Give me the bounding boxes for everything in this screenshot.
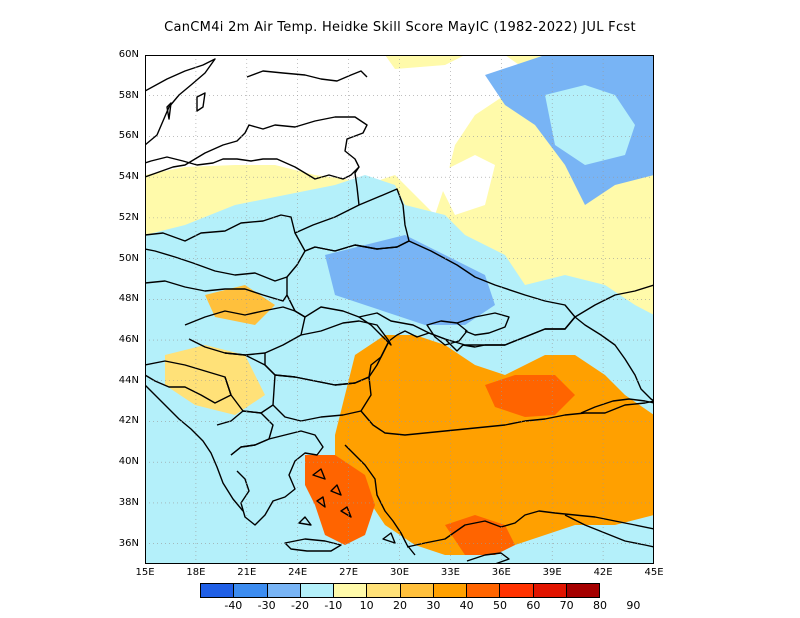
crimea [426,320,468,346]
rhodes [382,532,396,544]
lon-label: 15E [135,567,155,578]
colorbar-label: 50 [493,599,507,612]
colorbar-label: -30 [257,599,276,612]
colorbar-label: 80 [593,599,607,612]
colorbar-swatch [267,584,301,597]
cyprus [466,552,510,564]
colorbar-label: 30 [426,599,441,612]
colorbar-label: 90 [626,599,641,612]
lat-label: 42N [118,415,139,427]
russia-lithuania-border [354,166,360,206]
colorbar-swatch [400,584,434,597]
lon-label: 33E [440,567,460,578]
skill-score-shading [145,55,654,564]
white-patch-northeast [435,155,495,215]
colorbar-label: 60 [526,599,541,612]
skill-40-north-east [545,85,635,165]
skill-40-west-patch [205,285,275,325]
colorbar-label: 20 [393,599,407,612]
caspian-russia-border [574,284,654,318]
lon-label: 18E [186,567,206,578]
lat-label: 36N [118,537,139,549]
czech-slovakia-border [145,280,288,302]
colorbar-label: -40 [224,599,243,612]
lat-label: 50N [118,252,139,264]
lat-label: 38N [118,496,139,508]
lat-lon-gridlines [145,55,654,564]
aegean-islands [298,468,352,526]
colorbar-swatch [566,584,599,597]
crete [284,538,342,552]
coastlines-borders [145,58,654,564]
skill-30-ukraine [325,235,495,325]
lon-label: 42E [593,567,613,578]
colorbar-label: -20 [291,599,309,612]
baltic-coast [145,116,368,180]
colorbar-swatch [433,584,467,597]
lat-label: 46N [118,334,139,346]
lat-label: 52N [118,211,139,223]
latvia-estonia-coast [246,70,368,82]
colorbar-label: 70 [559,599,574,612]
map-border [145,55,654,564]
gotland [196,92,206,112]
skill-30-balkan [165,345,265,415]
skill-60-black-sea-east [485,375,575,417]
map-title: CanCM4i 2m Air Temp. Heidke Skill Score … [164,20,636,35]
lon-label: 27E [339,567,359,578]
colorbar-swatch [467,584,501,597]
map-panel [145,55,654,564]
black-sea-coast [368,316,654,402]
colorbar-swatch [234,584,268,597]
skill-50-turkey [335,335,654,555]
oland [166,102,172,120]
syria-iraq-border [564,514,654,548]
skill-40-greece-west [145,425,245,535]
white-area-north [145,55,525,215]
lat-label: 40N [118,456,139,468]
lat-label: 58N [118,89,139,101]
lat-label: 56N [118,130,139,142]
scandinavia-coast [145,58,216,146]
lon-label: 36E [491,567,511,578]
colorbar-label: 40 [459,599,474,612]
adriatic-coast [145,384,244,512]
colorbar-swatch [300,584,334,597]
lon-label: 30E [389,567,410,578]
croatia-bosnia-border [145,360,232,404]
lon-label: 39E [542,567,562,578]
moldova-border [358,316,392,346]
colorbar-label: -10 [324,599,343,612]
colorbar-swatch [201,584,235,597]
lat-label: 44N [118,374,139,386]
lat-label: 48N [118,293,139,305]
bulgaria-border [272,374,372,422]
colorbar-swatch [367,584,401,597]
colorbar-label: 10 [359,599,374,612]
colorbar-swatch [334,584,368,597]
colorbar-swatch [500,584,534,597]
lon-label: 21E [237,567,257,578]
lat-label: 60N [118,49,139,60]
caucasus-border [580,398,654,414]
lat-label: 54N [118,171,139,183]
colorbar [200,583,600,598]
azov-coast [456,312,510,336]
turkey-south-coast [406,510,654,548]
heidke-skill-map [145,55,654,564]
greece-coast [230,430,324,526]
colorbar-swatch [533,584,567,597]
lon-label: 45E [644,567,664,578]
serbia-border [224,352,276,414]
lon-label: 24E [288,567,308,578]
turkey-north-coast [360,400,654,436]
